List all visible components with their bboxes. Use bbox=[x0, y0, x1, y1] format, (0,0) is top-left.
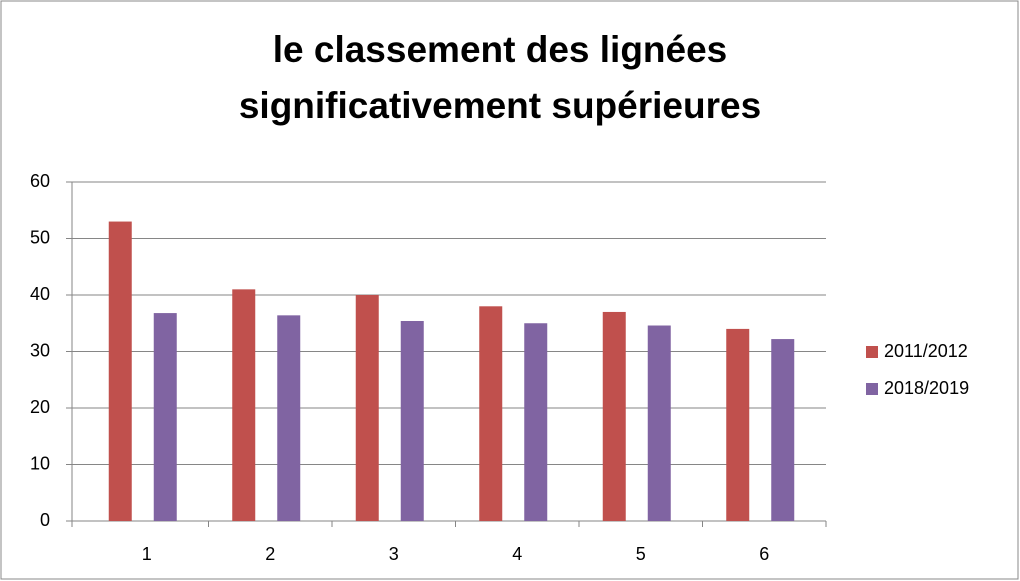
legend-label: 2018/2019 bbox=[884, 378, 969, 398]
x-tick-label: 3 bbox=[389, 544, 399, 564]
y-tick-label: 60 bbox=[30, 171, 50, 191]
bar bbox=[153, 313, 177, 521]
x-tick-label: 2 bbox=[265, 544, 275, 564]
bar bbox=[602, 311, 626, 521]
x-tick-label: 4 bbox=[512, 544, 522, 564]
legend-swatch bbox=[866, 346, 878, 358]
y-tick-label: 40 bbox=[30, 284, 50, 304]
chart-title: significativement supérieures bbox=[239, 85, 761, 126]
bar bbox=[771, 339, 795, 521]
x-tick-label: 6 bbox=[759, 544, 769, 564]
bar bbox=[400, 320, 424, 521]
bar bbox=[232, 289, 256, 521]
x-tick-label: 5 bbox=[636, 544, 646, 564]
y-tick-label: 0 bbox=[40, 510, 50, 530]
y-tick-label: 10 bbox=[30, 453, 50, 473]
bar bbox=[355, 295, 379, 521]
bar bbox=[726, 328, 750, 521]
y-tick-label: 50 bbox=[30, 227, 50, 247]
bar bbox=[524, 323, 548, 521]
bar bbox=[647, 325, 671, 521]
legend-label: 2011/2012 bbox=[884, 341, 968, 361]
y-tick-label: 30 bbox=[30, 340, 50, 360]
bar bbox=[277, 315, 301, 521]
legend-swatch bbox=[866, 383, 878, 395]
x-tick-label: 1 bbox=[142, 544, 152, 564]
y-tick-label: 20 bbox=[30, 397, 50, 417]
bar bbox=[479, 306, 503, 521]
bar bbox=[108, 221, 132, 522]
chart-title: le classement des lignées bbox=[273, 29, 728, 70]
